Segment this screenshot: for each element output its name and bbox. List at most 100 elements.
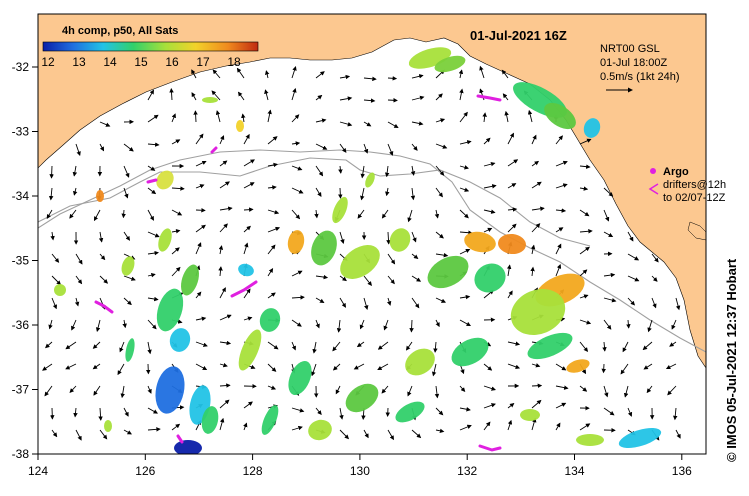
sst-patch (236, 120, 244, 132)
current-arrow-icon (555, 263, 562, 277)
sst-patch (238, 263, 254, 277)
current-arrow-icon (339, 121, 353, 127)
current-arrow-icon (435, 297, 447, 303)
current-arrow-icon (555, 227, 564, 233)
sst-patch (308, 419, 332, 441)
current-arrow-icon (147, 341, 152, 355)
current-arrow-icon (435, 407, 444, 416)
current-arrow-icon (339, 96, 353, 101)
current-arrow-icon (651, 253, 659, 263)
current-arrow-icon (243, 422, 248, 431)
current-arrow-icon (267, 162, 278, 168)
current-arrow-icon (243, 242, 249, 255)
current-arrow-icon (236, 67, 245, 79)
current-arrow-icon (483, 161, 496, 167)
current-arrow-icon (579, 228, 593, 234)
current-arrow-icon (51, 253, 60, 263)
current-arrow-icon (45, 341, 53, 349)
current-arrow-icon (387, 253, 396, 265)
current-arrow-icon (555, 385, 569, 390)
current-arrow-icon (72, 165, 78, 177)
sst-patch (287, 230, 305, 254)
current-arrow-icon (579, 385, 588, 392)
current-arrow-icon (123, 407, 129, 417)
current-arrow-icon (339, 275, 347, 282)
current-arrow-icon (237, 91, 245, 101)
current-arrow-icon (218, 245, 224, 255)
current-arrow-icon (338, 187, 343, 199)
current-arrow-icon (123, 297, 132, 306)
current-arrow-icon (622, 341, 629, 353)
current-arrow-icon (363, 429, 369, 439)
current-arrow-icon (675, 297, 681, 311)
current-arrow-icon (195, 224, 206, 233)
current-arrow-icon (603, 297, 617, 303)
current-arrow-icon (407, 209, 413, 223)
current-arrow-icon (243, 207, 254, 212)
current-arrow-icon (363, 76, 377, 82)
current-arrow-icon (669, 341, 677, 347)
current-arrow-icon (579, 138, 592, 145)
current-arrow-icon (219, 135, 225, 145)
current-arrow-icon (42, 363, 53, 371)
current-arrow-icon (243, 288, 251, 299)
current-arrow-icon (555, 422, 561, 431)
current-arrow-icon (435, 143, 448, 149)
current-arrow-icon (507, 402, 515, 409)
current-arrow-icon (49, 165, 54, 179)
current-arrow-icon (411, 429, 422, 439)
current-arrow-icon (386, 297, 392, 306)
current-arrow-icon (339, 143, 347, 153)
current-arrow-icon (458, 69, 464, 79)
current-arrow-icon (627, 253, 640, 261)
current-arrow-icon (623, 385, 629, 398)
current-arrow-icon (579, 319, 592, 325)
current-arrow-icon (147, 142, 160, 147)
x-tick-label: 124 (28, 464, 48, 478)
current-arrow-icon (383, 319, 389, 331)
sst-patch (365, 172, 375, 188)
current-arrow-icon (555, 135, 563, 145)
current-arrow-icon (99, 429, 108, 440)
current-arrow-icon (212, 69, 221, 79)
x-tick-label: 134 (564, 464, 584, 478)
sst-patch (576, 434, 604, 446)
current-arrow-icon (339, 429, 350, 440)
sst-patches (54, 47, 662, 454)
current-arrow-icon (531, 206, 545, 211)
current-arrow-icon (459, 385, 466, 392)
current-arrow-icon (531, 363, 541, 368)
current-arrow-icon (46, 209, 53, 219)
y-tick-label: -32 (12, 60, 30, 74)
legend-line-2: 01-Jul 18:00Z (600, 57, 668, 69)
current-arrow-icon (507, 207, 518, 212)
current-arrow-icon (315, 407, 322, 415)
current-arrow-icon (530, 266, 535, 277)
current-arrow-icon (603, 385, 609, 398)
current-arrow-icon (267, 244, 276, 255)
current-arrow-icon (315, 71, 325, 79)
current-arrow-icon (507, 223, 517, 233)
current-arrow-icon (620, 363, 629, 375)
current-arrow-icon (291, 425, 303, 431)
current-arrow-icon (195, 341, 208, 347)
current-arrow-icon (65, 363, 77, 370)
current-arrow-icon (219, 314, 232, 321)
current-arrow-icon (243, 159, 255, 167)
current-arrow-icon (335, 385, 341, 395)
y-tick-label: -36 (12, 318, 30, 332)
colorbar-title: 4h comp, p50, All Sats (62, 25, 178, 37)
current-arrow-icon (384, 165, 390, 178)
current-arrow-icon (147, 407, 158, 414)
current-arrow-icon (459, 88, 464, 101)
bathymetry-contour-2 (38, 157, 591, 247)
current-arrow-icon (315, 274, 329, 280)
x-tick-label: 128 (243, 464, 263, 478)
current-arrow-icon (219, 362, 228, 368)
x-tick-label: 132 (457, 464, 477, 478)
current-arrow-icon (431, 363, 437, 377)
current-arrow-icon (147, 385, 152, 394)
current-arrow-icon (267, 185, 277, 190)
current-arrow-icon (507, 159, 519, 167)
